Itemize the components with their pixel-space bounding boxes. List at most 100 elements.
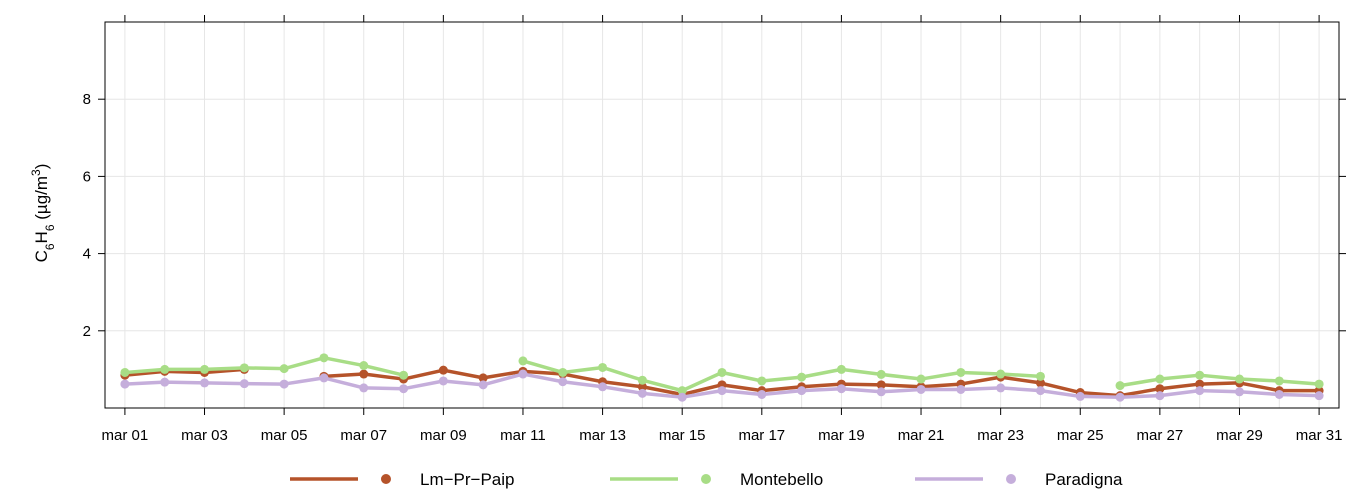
y-axis-label-part: C (32, 250, 51, 262)
y-tick-label: 2 (83, 323, 91, 340)
y-axis-label-part: 6 (43, 224, 57, 231)
data-point (319, 353, 329, 363)
data-point (160, 377, 170, 387)
data-point (478, 373, 488, 383)
series-line (124, 356, 404, 377)
data-point (1075, 391, 1085, 401)
x-tick-label: mar 23 (977, 427, 1024, 444)
data-point (1195, 386, 1205, 396)
grid (105, 22, 1339, 408)
series-1 (120, 353, 1324, 396)
y-tick-label: 6 (83, 168, 91, 185)
data-point (359, 383, 369, 393)
data-point (916, 374, 926, 384)
data-point (200, 364, 210, 374)
legend-marker (701, 474, 711, 484)
series-line (323, 368, 1320, 398)
plot-frame (104, 21, 1340, 409)
x-tick-label: mar 07 (340, 427, 387, 444)
x-tick-label: mar 01 (102, 427, 149, 444)
data-point (359, 369, 369, 379)
data-point (677, 392, 687, 402)
data-point (558, 377, 568, 387)
legend: Lm−Pr−Paip Montebello Paradigna (290, 470, 1123, 489)
data-point (279, 379, 289, 389)
data-point (996, 369, 1006, 379)
data-point (916, 384, 926, 394)
data-point (1274, 376, 1284, 386)
data-point (757, 389, 767, 399)
legend-label: Montebello (740, 470, 823, 489)
data-point (160, 364, 170, 374)
x-tick-label: mar 29 (1216, 427, 1263, 444)
x-tick-label: mar 27 (1137, 427, 1184, 444)
data-point (1195, 379, 1205, 389)
data-point (1035, 378, 1045, 388)
legend-label: Lm−Pr−Paip (420, 470, 515, 489)
data-point (836, 384, 846, 394)
data-point (956, 384, 966, 394)
x-tick-label: mar 05 (261, 427, 308, 444)
data-point (876, 380, 886, 390)
series-line (1119, 373, 1320, 388)
data-point (1115, 392, 1125, 402)
data-point (279, 364, 289, 374)
y-axis-label-part: ) (32, 164, 51, 170)
axes: mar 01 mar 03 mar 05 mar 07 mar 09 mar 11 mar … (83, 15, 1346, 444)
data-point (717, 367, 727, 377)
data-point (757, 376, 767, 386)
data-point (598, 382, 608, 392)
legend-item: Montebello (610, 470, 823, 489)
data-point (876, 369, 886, 379)
x-tick-label: mar 25 (1057, 427, 1104, 444)
legend-item: Lm−Pr−Paip (290, 470, 515, 489)
legend-marker (381, 474, 391, 484)
data-point (399, 370, 409, 380)
data-point (1155, 384, 1165, 394)
x-tick-label: mar 09 (420, 427, 467, 444)
data-point (1035, 386, 1045, 396)
series-2 (120, 369, 1324, 402)
y-axis-label-part: 6 (43, 243, 57, 250)
series-layer (120, 353, 1324, 402)
data-point (1035, 371, 1045, 381)
data-point (200, 378, 210, 388)
data-point (1314, 379, 1324, 389)
data-point (478, 380, 488, 390)
data-point (1234, 374, 1244, 384)
series-line (124, 367, 245, 377)
data-point (996, 383, 1006, 393)
data-point (438, 376, 448, 386)
data-point (120, 367, 130, 377)
data-point (876, 387, 886, 397)
y-axis-label-part: 3 (29, 169, 43, 176)
legend-item: Paradigna (915, 470, 1123, 489)
data-point (637, 388, 647, 398)
data-point (717, 386, 727, 396)
data-point (1195, 370, 1205, 380)
data-point (1115, 381, 1125, 391)
x-tick-label: mar 31 (1296, 427, 1343, 444)
y-axis-label: C6H6 (µg/m3) (29, 164, 57, 263)
data-point (677, 386, 687, 396)
x-tick-label: mar 21 (898, 427, 945, 444)
x-tick-label: mar 19 (818, 427, 865, 444)
x-tick-label: mar 11 (500, 427, 546, 444)
data-point (518, 356, 528, 366)
data-point (598, 362, 608, 372)
data-point (399, 384, 409, 394)
x-tick-label: mar 15 (659, 427, 706, 444)
data-point (637, 382, 647, 392)
data-point (319, 373, 329, 383)
data-point (1155, 391, 1165, 401)
data-point (1314, 391, 1324, 401)
legend-label: Paradigna (1045, 470, 1123, 489)
data-point (637, 375, 647, 385)
data-point (359, 361, 369, 371)
data-point (1274, 389, 1284, 399)
y-tick-label: 4 (83, 246, 91, 263)
data-point (438, 365, 448, 375)
data-point (797, 372, 807, 382)
data-point (836, 364, 846, 374)
